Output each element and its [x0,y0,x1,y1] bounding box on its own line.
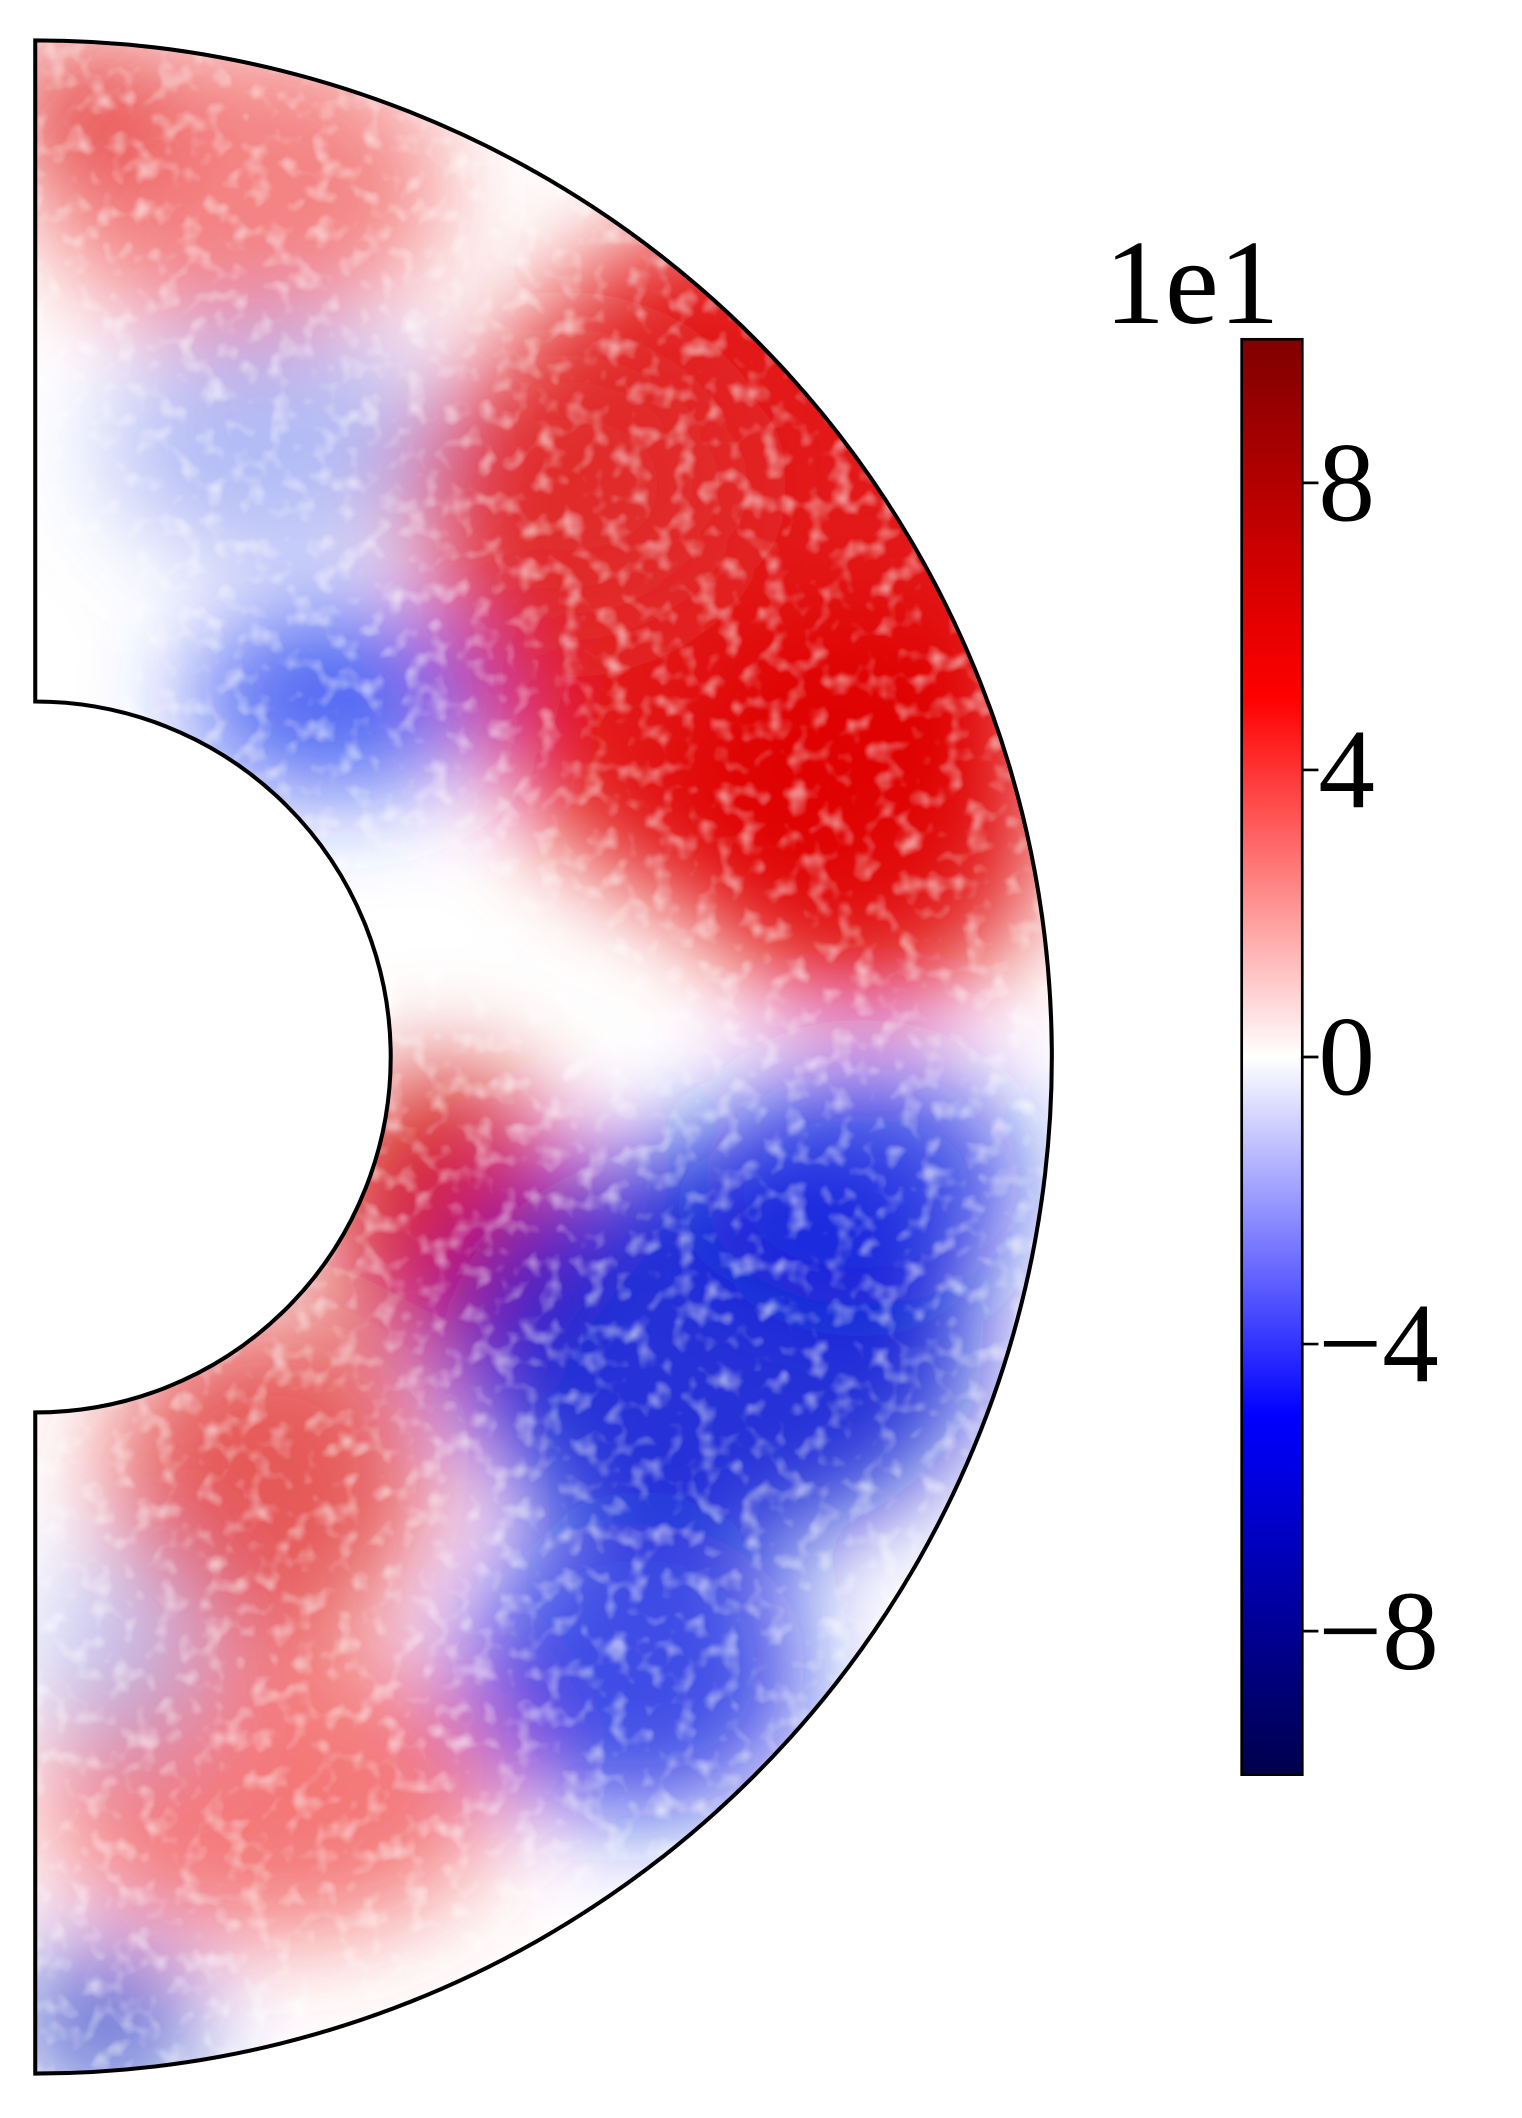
colorbar-tick-label: 8 [1318,421,1375,546]
colorbar-tick-label: −8 [1318,1569,1438,1694]
colorbar-tick-label: −4 [1318,1282,1438,1407]
field-texture [35,40,1052,2074]
colorbar-offset-label: 1e1 [1104,216,1279,350]
colorbar-tick-label: 0 [1318,995,1375,1120]
shell-outline [33,38,1054,2076]
field [35,40,1052,2074]
colorbar-tick-label: 4 [1318,708,1375,833]
colorbar [1240,337,1304,1776]
